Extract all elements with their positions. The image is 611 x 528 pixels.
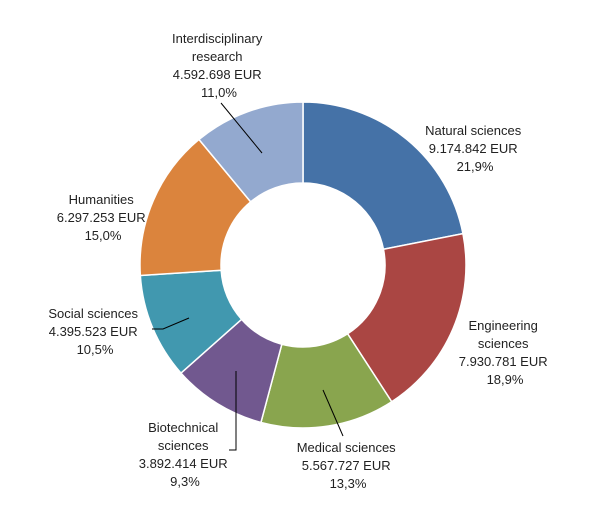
label-engineering-line2: sciences xyxy=(478,336,529,351)
label-biotechnical-sciences: Biotechnical sciences 3.892.414 EUR 9,3% xyxy=(139,420,232,489)
leader-line-social xyxy=(152,317,190,330)
label-natural-sciences: Natural sciences 9.174.842 EUR 21,9% xyxy=(425,123,525,174)
label-interdisciplinary-research: Interdisciplinary research 4.592.698 EUR… xyxy=(172,31,266,100)
slice-engineering-sciences xyxy=(346,232,467,403)
leader-lines xyxy=(152,102,344,451)
donut-slices xyxy=(139,101,467,429)
slice-natural-sciences xyxy=(302,101,464,251)
leader-line-interdisciplinary xyxy=(220,102,263,154)
label-medical-sciences: Medical sciences 5.567.727 EUR 13,3% xyxy=(297,440,400,491)
label-humanities: Humanities 6.297.253 EUR 15,0% xyxy=(57,192,150,243)
label-biotechnical-line1: Biotechnical xyxy=(148,420,218,435)
label-interdisciplinary-line1: Interdisciplinary xyxy=(172,31,263,46)
label-social-sciences: Social sciences 4.395.523 EUR 10,5% xyxy=(48,306,141,357)
leader-line-medical xyxy=(322,389,344,437)
slice-interdisciplinary-research xyxy=(197,101,304,203)
leader-line-biotechnical xyxy=(229,371,237,451)
label-engineering-line1: Engineering xyxy=(468,318,537,333)
label-interdisciplinary-line2: research xyxy=(192,49,243,64)
label-biotechnical-line2: sciences xyxy=(158,438,209,453)
label-engineering-sciences: Engineering sciences 7.930.781 EUR 18,9% xyxy=(459,318,552,387)
